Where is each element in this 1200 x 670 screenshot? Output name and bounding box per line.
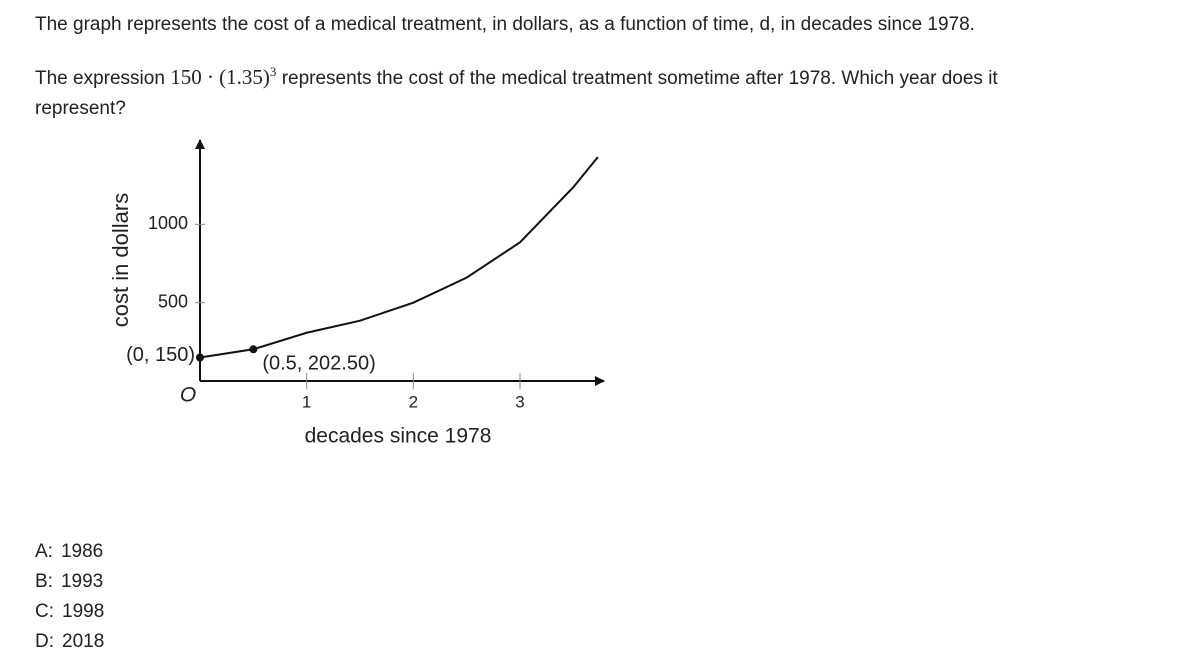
- exponent: 3: [269, 64, 277, 79]
- expression: 150 · (1.35)3: [170, 64, 277, 89]
- point-label: (0, 150): [126, 344, 195, 366]
- choice-letter: D:: [35, 631, 54, 652]
- question-text: The expression 150 · (1.35)3 represents …: [35, 57, 1075, 124]
- text: The expression: [35, 68, 165, 89]
- question-line: The graph represents the cost of a medic…: [35, 14, 975, 35]
- y-tick-label: 500: [158, 291, 188, 311]
- choice-text: 1993: [60, 571, 104, 592]
- choice-text: 2018: [62, 631, 105, 652]
- choice[interactable]: B: 1993: [35, 571, 103, 593]
- x-tick-label: 1: [302, 392, 311, 411]
- point-label: (0.5, 202.50): [262, 353, 375, 375]
- choice[interactable]: C: 1998: [35, 601, 104, 623]
- curve: [199, 156, 599, 359]
- y-tick-label: 1000: [148, 213, 188, 233]
- expression-base: 150 · (1.35): [170, 65, 270, 89]
- choice-text: 1998: [62, 601, 105, 622]
- point: [196, 353, 204, 362]
- choice-letter: C:: [35, 601, 54, 622]
- graph: cost in dollars decades since 1978 O 500…: [108, 139, 605, 448]
- origin-label: O: [180, 384, 196, 407]
- choice[interactable]: A: 1986: [35, 541, 103, 563]
- point: [249, 345, 258, 354]
- text: represents the cost of the medical treat…: [35, 68, 998, 119]
- x-tick-label: 2: [409, 392, 418, 411]
- y-axis-label: cost in dollars: [108, 193, 133, 328]
- choice[interactable]: D: 2018: [35, 631, 104, 653]
- choice-text: 1986: [60, 541, 104, 562]
- x-tick-label: 3: [515, 392, 524, 411]
- choice-letter: A:: [35, 541, 53, 562]
- choice-letter: B:: [35, 571, 53, 592]
- x-axis-label: decades since 1978: [305, 425, 492, 448]
